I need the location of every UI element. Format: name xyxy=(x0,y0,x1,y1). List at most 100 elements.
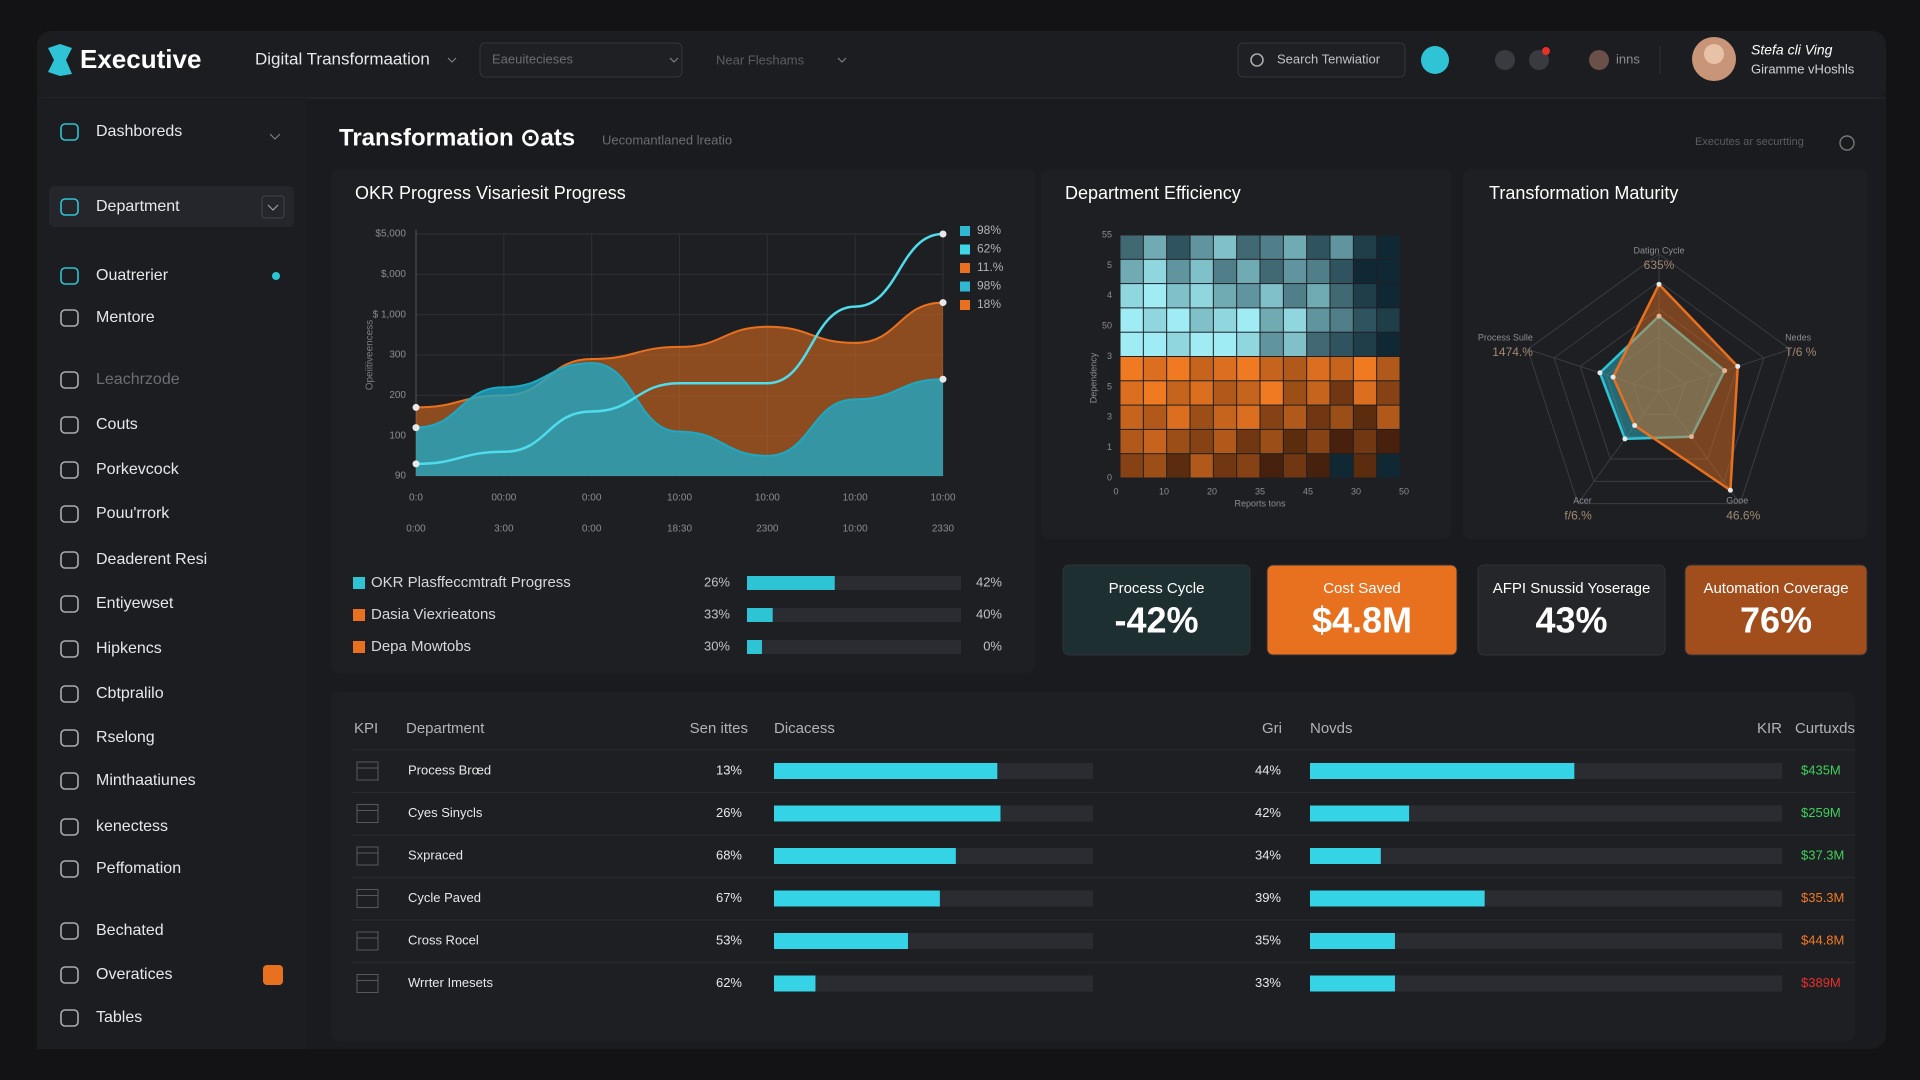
user-role: Giramme vHoshls xyxy=(1751,61,1855,76)
nav-item[interactable]: Couts xyxy=(96,416,138,433)
nav-item[interactable]: Hipkencs xyxy=(96,640,162,657)
x-tick-label: 45 xyxy=(1303,486,1313,496)
x-tick-label: 2300 xyxy=(756,524,779,535)
nav-item[interactable]: Leachrzode xyxy=(96,371,180,388)
heatmap-cell xyxy=(1260,405,1283,429)
heatmap-cell xyxy=(1283,259,1307,284)
row-metric: 53% xyxy=(716,932,742,947)
heatmap-cell xyxy=(1167,381,1190,405)
progress-end: 42% xyxy=(976,574,1002,589)
heatmap-cell xyxy=(1167,284,1190,308)
radar-point xyxy=(1656,313,1662,319)
progress-end: 40% xyxy=(976,606,1002,621)
y-tick-label: 300 xyxy=(389,350,406,361)
chart-title: Transformation Maturity xyxy=(1489,183,1678,203)
nav-icon xyxy=(60,551,79,569)
row-label: Wrrter Imesets xyxy=(408,975,493,990)
radar-area xyxy=(1598,314,1727,441)
nav-item[interactable]: Cbtpralilo xyxy=(96,685,164,702)
chart-title: OKR Progress Visariesit Progress xyxy=(355,183,626,203)
action-button[interactable] xyxy=(1421,46,1449,74)
y-tick-label: 90 xyxy=(395,471,407,482)
active-item[interactable] xyxy=(49,186,294,227)
refresh-icon[interactable] xyxy=(1839,135,1855,151)
nav-item[interactable]: Peffomation xyxy=(96,860,181,877)
nav-item[interactable]: Deaderent Resi xyxy=(96,551,207,568)
row-metric: 26% xyxy=(716,805,742,820)
bar xyxy=(774,805,1001,822)
notification-icon[interactable] xyxy=(1529,50,1549,70)
heatmap-cell xyxy=(1213,381,1237,405)
nav-item[interactable]: Dashboreds xyxy=(96,123,182,140)
row-icon xyxy=(356,804,379,823)
nav-icon xyxy=(60,267,79,285)
bar-track xyxy=(774,975,1093,992)
nav-item[interactable]: Rselong xyxy=(96,729,155,746)
heatmap-cell xyxy=(1353,308,1377,332)
heatmap-cell xyxy=(1377,259,1400,284)
heatmap-cell xyxy=(1143,454,1167,478)
search-box[interactable] xyxy=(1237,42,1406,78)
heatmap-cell xyxy=(1377,405,1400,429)
heatmap-cell xyxy=(1353,332,1377,356)
radar-axis-label: Datign Cycle xyxy=(1633,245,1684,255)
bar xyxy=(1310,848,1381,864)
heatmap-cell xyxy=(1167,235,1190,259)
sidebar xyxy=(37,98,306,1049)
heatmap-cell xyxy=(1213,259,1237,284)
row-metric: 34% xyxy=(1255,847,1281,862)
x-axis-label: Reports tons xyxy=(1234,498,1286,508)
nav-link: Digital Transformaation xyxy=(255,49,430,68)
heatmap-cell xyxy=(1143,405,1167,429)
account-icon[interactable] xyxy=(1589,50,1609,70)
nav-item[interactable]: Ouatrerier xyxy=(96,267,169,284)
progress-start: 30% xyxy=(704,638,730,653)
heatmap-cell xyxy=(1330,235,1353,259)
kpi-label: Process Cycle xyxy=(1109,580,1205,597)
y-tick-label: 50 xyxy=(1102,321,1112,331)
heatmap-cell xyxy=(1213,454,1237,478)
filter-box[interactable] xyxy=(479,42,683,78)
heatmap-cell xyxy=(1377,381,1400,405)
kpi-label: Automation Coverage xyxy=(1703,580,1848,597)
heatmap-cell xyxy=(1190,308,1213,332)
heatmap-cell xyxy=(1237,405,1260,429)
radar-point xyxy=(1622,436,1628,442)
nav-badge xyxy=(263,965,283,985)
nav-item[interactable]: Tables xyxy=(96,1009,142,1026)
nav-item[interactable]: kenectess xyxy=(96,818,168,835)
row-label: Cycle Paved xyxy=(408,890,481,905)
nav-icon xyxy=(60,371,79,389)
nav-item[interactable]: Porkevcock xyxy=(96,461,180,478)
row-icon xyxy=(356,974,379,993)
heatmap-cell xyxy=(1237,235,1260,259)
heatmap-cell xyxy=(1283,381,1307,405)
nav-item[interactable]: Department xyxy=(96,198,180,215)
y-tick-label: 200 xyxy=(389,390,406,401)
nav-item[interactable]: Minthaatiunes xyxy=(96,772,196,789)
heatmap-cell xyxy=(1353,357,1377,381)
kpi-value: $4.8M xyxy=(1312,600,1412,641)
heatmap-cell xyxy=(1190,405,1213,429)
nav-item[interactable]: Pouu'rrork xyxy=(96,505,170,522)
radar-ring xyxy=(1527,253,1791,505)
chevron xyxy=(837,57,847,63)
nav-item[interactable]: Mentore xyxy=(96,309,155,326)
radar-ring xyxy=(1632,363,1686,415)
row-label: Process Brœd xyxy=(408,762,491,777)
nav-item[interactable]: Bechated xyxy=(96,922,164,939)
progress-track xyxy=(747,640,961,654)
nav-item[interactable]: Entiyewset xyxy=(96,595,174,612)
chevron xyxy=(267,204,279,211)
column-header: Sen ittes xyxy=(690,720,748,737)
nav-icon xyxy=(60,595,79,613)
progress-label: Depa Mowtobs xyxy=(371,638,471,655)
x-tick-label: 10 xyxy=(1159,486,1169,496)
series-line xyxy=(415,232,944,466)
heatmap-cell xyxy=(1307,332,1330,356)
heatmap-cell xyxy=(1190,357,1213,381)
profile-icon[interactable] xyxy=(1495,50,1515,70)
heatmap-cell xyxy=(1260,429,1283,454)
nav-item[interactable]: Overatices xyxy=(96,966,172,983)
legend-swatch xyxy=(353,641,365,653)
